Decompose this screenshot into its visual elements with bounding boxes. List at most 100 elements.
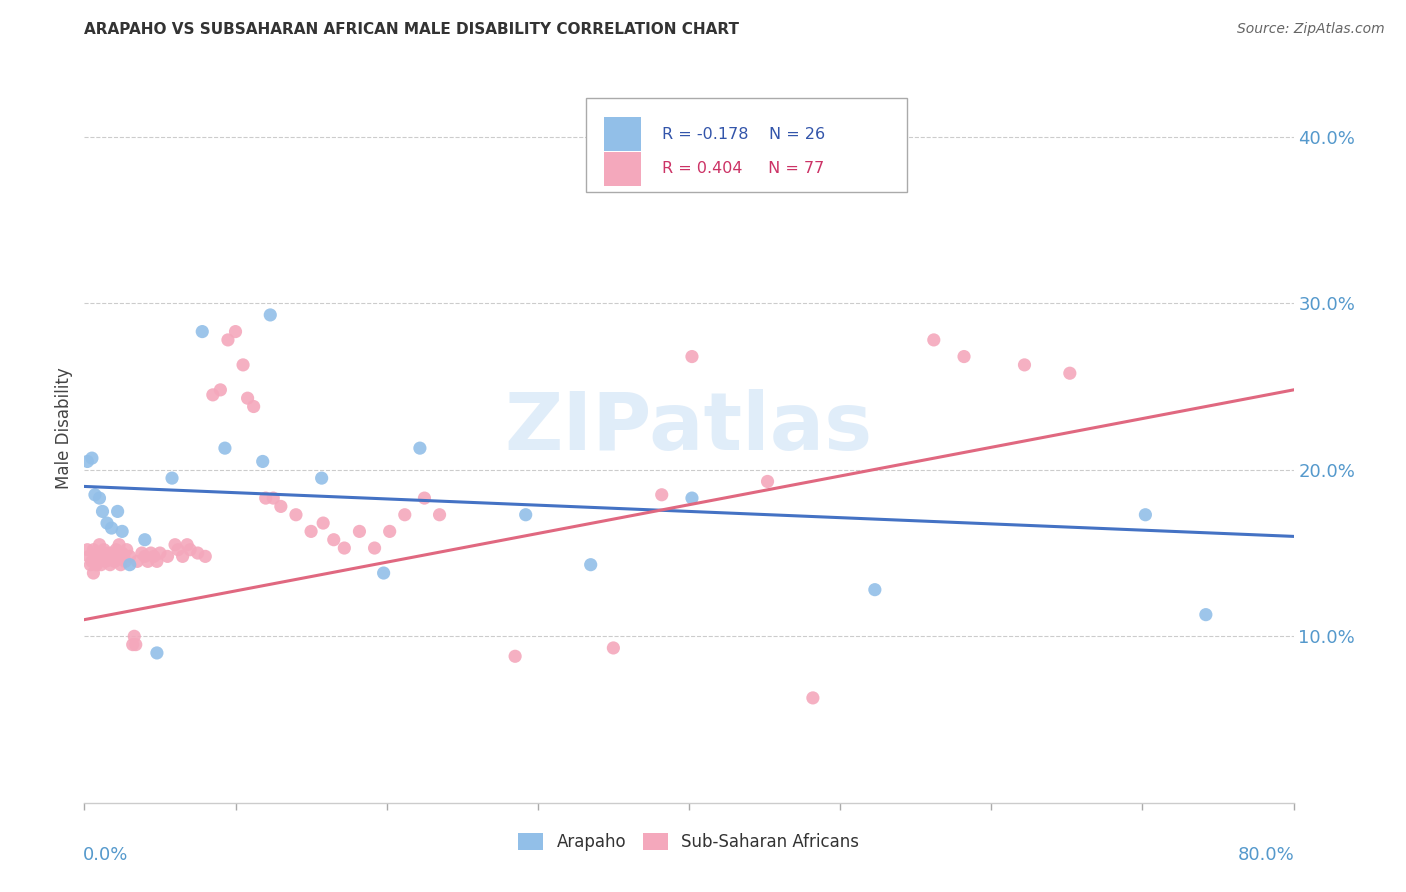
Point: [922, 333, 945, 347]
Y-axis label: Male Disability: Male Disability: [55, 368, 73, 489]
Point: [96, 516, 118, 530]
Point: [167, 542, 190, 557]
Point: [134, 549, 156, 564]
FancyBboxPatch shape: [586, 98, 907, 192]
Point: [76, 454, 98, 468]
Text: Source: ZipAtlas.com: Source: ZipAtlas.com: [1237, 22, 1385, 37]
Point: [114, 554, 136, 568]
Point: [602, 640, 624, 655]
Point: [413, 491, 436, 505]
Point: [252, 454, 274, 468]
Point: [262, 491, 284, 505]
Point: [756, 475, 779, 489]
Point: [503, 649, 526, 664]
Point: [194, 549, 217, 564]
Point: [94, 554, 117, 568]
Point: [333, 541, 356, 555]
Point: [363, 541, 385, 555]
Point: [373, 566, 395, 580]
Point: [104, 554, 127, 568]
Point: [84, 549, 107, 564]
Point: [91, 504, 114, 518]
Text: R = -0.178    N = 26: R = -0.178 N = 26: [662, 127, 825, 142]
Point: [242, 400, 264, 414]
Point: [270, 500, 292, 514]
Bar: [605, 152, 641, 186]
Point: [312, 516, 335, 530]
Point: [89, 549, 111, 564]
Point: [299, 524, 322, 539]
Point: [209, 383, 232, 397]
Bar: [605, 117, 641, 151]
Point: [651, 488, 673, 502]
Point: [1014, 358, 1036, 372]
Point: [285, 508, 308, 522]
Point: [101, 549, 124, 564]
Point: [122, 629, 145, 643]
Text: ZIPatlas: ZIPatlas: [505, 389, 873, 467]
Point: [82, 566, 104, 580]
Point: [187, 546, 209, 560]
Point: [236, 391, 259, 405]
Text: 0.0%: 0.0%: [83, 847, 128, 864]
Point: [80, 451, 103, 466]
Point: [93, 542, 115, 557]
Point: [112, 549, 135, 564]
Point: [801, 690, 824, 705]
Point: [259, 308, 281, 322]
Point: [214, 441, 236, 455]
Point: [107, 549, 129, 564]
Point: [77, 549, 100, 564]
Point: [110, 558, 132, 572]
Point: [322, 533, 344, 547]
Point: [311, 471, 333, 485]
Point: [201, 388, 224, 402]
Point: [156, 549, 179, 564]
Point: [225, 325, 247, 339]
Point: [87, 546, 110, 560]
Point: [121, 638, 143, 652]
Point: [131, 546, 153, 560]
Point: [165, 538, 187, 552]
Point: [105, 542, 128, 557]
Point: [91, 549, 114, 564]
Point: [115, 542, 138, 557]
Point: [134, 533, 156, 547]
Point: [80, 554, 103, 568]
Point: [97, 549, 120, 564]
Point: [98, 558, 121, 572]
Point: [118, 558, 141, 572]
Point: [681, 491, 703, 505]
Point: [160, 471, 183, 485]
Point: [127, 554, 149, 568]
Point: [1195, 607, 1218, 622]
Point: [111, 524, 134, 539]
Point: [111, 546, 134, 560]
Point: [82, 542, 104, 557]
Text: 80.0%: 80.0%: [1237, 847, 1295, 864]
Point: [142, 549, 165, 564]
Text: R = 0.404     N = 77: R = 0.404 N = 77: [662, 161, 824, 177]
Point: [953, 350, 976, 364]
Point: [349, 524, 371, 539]
Point: [232, 358, 254, 372]
Point: [378, 524, 401, 539]
Point: [125, 638, 148, 652]
Point: [254, 491, 277, 505]
Point: [1135, 508, 1157, 522]
Point: [217, 333, 239, 347]
Point: [394, 508, 416, 522]
Point: [191, 325, 214, 339]
Point: [172, 549, 194, 564]
Point: [84, 488, 107, 502]
Legend: Arapaho, Sub-Saharan Africans: Arapaho, Sub-Saharan Africans: [512, 827, 866, 858]
Point: [86, 558, 108, 572]
Point: [146, 554, 169, 568]
Point: [146, 646, 169, 660]
Point: [1059, 366, 1081, 380]
Point: [118, 549, 141, 564]
Point: [176, 538, 198, 552]
Text: ARAPAHO VS SUBSAHARAN AFRICAN MALE DISABILITY CORRELATION CHART: ARAPAHO VS SUBSAHARAN AFRICAN MALE DISAB…: [84, 22, 740, 37]
Point: [90, 558, 112, 572]
Point: [681, 350, 703, 364]
